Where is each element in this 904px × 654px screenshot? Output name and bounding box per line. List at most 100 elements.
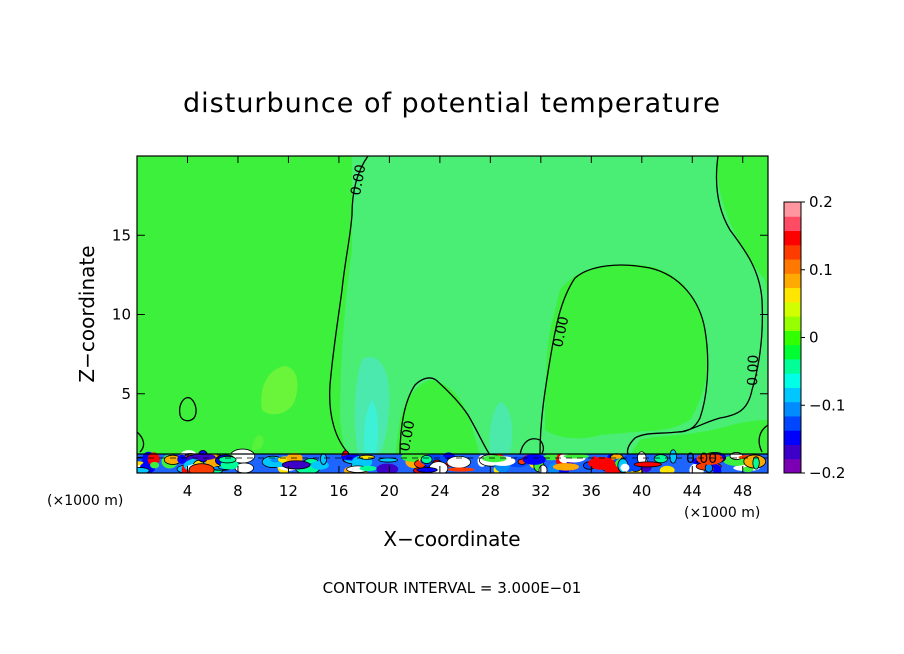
- colorbar-swatch: [784, 202, 801, 217]
- boundary-band-cell: [713, 464, 722, 473]
- colorbar-swatch: [784, 373, 801, 388]
- contour-line: [178, 397, 197, 422]
- field-region-warm-blob: [261, 366, 298, 415]
- colorbar-swatch: [784, 401, 801, 417]
- contour-line: [758, 424, 768, 453]
- x-tick-label: 32: [531, 482, 550, 500]
- contour-interval-note: CONTOUR INTERVAL = 3.000E−01: [323, 579, 582, 597]
- colorbar-swatch: [784, 415, 801, 431]
- chart-title: disturbunce of potential temperature: [183, 88, 721, 119]
- colorbar-swatch: [784, 358, 801, 374]
- contour-line: [137, 431, 145, 453]
- boundary-band-cell: [416, 467, 438, 473]
- boundary-band-cell: [320, 453, 327, 465]
- boundary-band-cell: [620, 463, 630, 472]
- colorbar-swatch: [784, 301, 801, 317]
- contour-label: 0.00: [745, 354, 762, 386]
- colorbar-swatch: [784, 458, 801, 474]
- colorbar: [783, 201, 802, 474]
- colorbar-tick-label: −0.2: [809, 464, 845, 482]
- boundary-band-cell: [281, 460, 311, 470]
- field-region-plume: [363, 400, 379, 455]
- x-tick-label: 40: [632, 482, 651, 500]
- boundary-band-cell: [696, 453, 724, 465]
- x-tick-label: 36: [582, 482, 601, 500]
- x-tick-label: 12: [279, 482, 298, 500]
- boundary-band-cell: [669, 449, 677, 464]
- contour-lines: [137, 156, 768, 459]
- boundary-band-cell: [522, 454, 546, 465]
- contour-line: [399, 377, 491, 456]
- x-tick-label: 24: [430, 482, 449, 500]
- colorbar-swatch: [784, 387, 801, 403]
- field-region-positive-cell: [545, 264, 708, 439]
- boundary-band-cell: [659, 465, 675, 473]
- boundary-layer-band: [137, 448, 768, 473]
- contour-line: [626, 156, 764, 459]
- colorbar-tick-labels: 0.2 0.1 0 −0.1 −0.2: [801, 193, 845, 482]
- x-tick-label: 28: [481, 482, 500, 500]
- contour-line: [539, 264, 709, 456]
- y-tick-label: 15: [112, 226, 131, 244]
- y-axis: 5 10 15: [112, 226, 768, 403]
- x-axis: 4 8 12 16 20 24 28 32 36 40 44 48: [183, 156, 752, 500]
- x-tick-label: 4: [183, 482, 193, 500]
- boundary-band-cell: [137, 467, 150, 473]
- x-tick-label: 16: [329, 482, 348, 500]
- x-tick-label: 44: [683, 482, 702, 500]
- colorbar-swatch: [784, 230, 801, 246]
- x-tick-label: 8: [233, 482, 243, 500]
- y-tick-label: 5: [121, 385, 131, 403]
- contour-label: 0.00: [550, 315, 572, 349]
- x-tick-label: 48: [733, 482, 752, 500]
- colorbar-swatch: [784, 216, 801, 232]
- colorbar-swatch: [784, 430, 801, 445]
- boundary-band-cell: [482, 455, 507, 463]
- boundary-band-cell: [177, 454, 187, 464]
- y-tick-label: 10: [112, 306, 131, 324]
- boundary-band-cell: [552, 463, 580, 471]
- plot-area: [137, 156, 768, 473]
- boundary-band-cell: [376, 463, 399, 473]
- colorbar-tick-label: 0: [809, 329, 819, 347]
- colorbar-swatch: [784, 444, 801, 460]
- field-region-warm-blob: [252, 434, 264, 451]
- x-unit-right: (×1000 m): [684, 505, 760, 521]
- x-unit-left: (×1000 m): [47, 493, 123, 509]
- colorbar-swatch: [784, 330, 801, 346]
- colorbar-swatch: [784, 344, 801, 360]
- y-axis-label: Z−coordinate: [75, 245, 99, 382]
- boundary-band-cell: [752, 456, 760, 470]
- contour-label: 0.00: [348, 163, 369, 196]
- boundary-band-cell: [191, 453, 216, 461]
- boundary-band-cell: [633, 461, 662, 468]
- colorbar-swatch: [784, 259, 801, 274]
- boundary-band-cell: [653, 454, 669, 464]
- contour-label: 0.00: [397, 419, 418, 452]
- colorbar-tick-label: 0.1: [809, 261, 833, 279]
- contour-line: [519, 438, 545, 457]
- x-axis-label: X−coordinate: [383, 527, 520, 551]
- colorbar-tick-label: −0.1: [809, 396, 845, 414]
- colorbar-swatch: [784, 316, 801, 331]
- boundary-band-cell: [378, 457, 399, 463]
- colorbar-tick-label: 0.2: [809, 193, 833, 211]
- boundary-band-cell: [538, 464, 548, 473]
- boundary-band-cell: [218, 455, 237, 464]
- colorbar-swatch: [784, 244, 801, 260]
- boundary-band-cell: [588, 456, 616, 470]
- boundary-band-cell: [447, 467, 475, 472]
- contour-labels: 0.00 0.00 0.00 0.00 0.00: [348, 163, 762, 467]
- boundary-band-cell: [543, 453, 561, 461]
- boundary-band-cell: [359, 465, 377, 472]
- x-tick-label: 20: [380, 482, 399, 500]
- colorbar-swatch: [784, 273, 801, 289]
- boundary-band-cell: [563, 454, 590, 459]
- field-region-plume: [489, 402, 513, 455]
- contour-label: 0.00: [686, 451, 717, 467]
- boundary-band-cell: [150, 461, 160, 469]
- boundary-band-cell: [420, 454, 433, 464]
- boundary-band-cell: [188, 463, 215, 473]
- colorbar-swatch: [784, 287, 801, 303]
